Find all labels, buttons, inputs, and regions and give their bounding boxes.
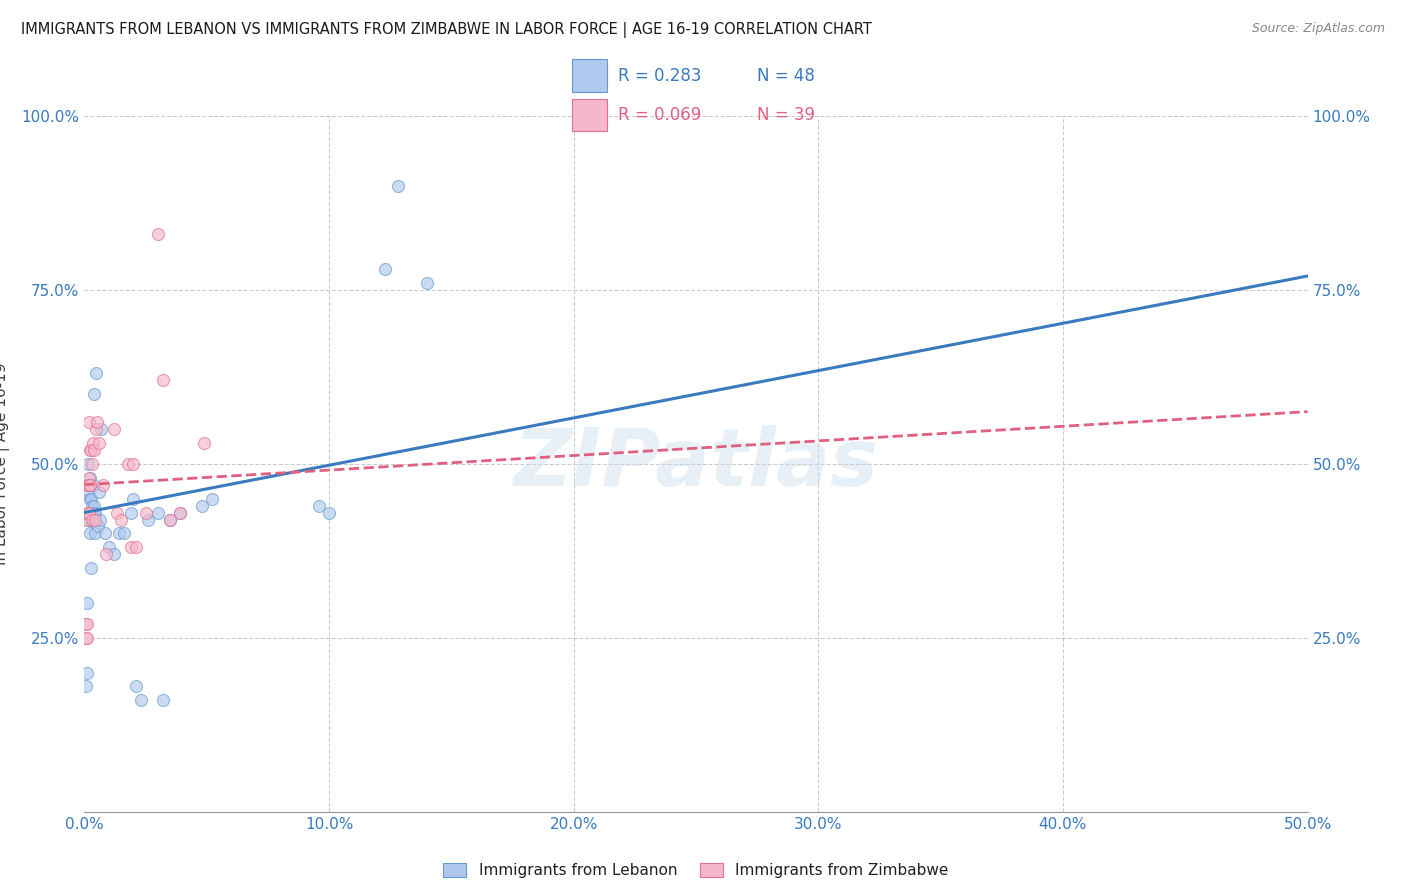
- Point: [200, 491, 222, 506]
- Text: N = 48: N = 48: [758, 67, 815, 85]
- Point: [122, 457, 145, 471]
- Point: [80, 442, 103, 457]
- Point: [75, 680, 97, 694]
- Point: [76, 477, 98, 491]
- Point: [103, 422, 125, 436]
- Text: N = 39: N = 39: [758, 106, 815, 124]
- Point: [87, 484, 110, 499]
- Point: [79, 506, 101, 520]
- Point: [159, 512, 181, 526]
- Point: [107, 526, 129, 541]
- Point: [91, 477, 114, 491]
- Point: [79, 491, 101, 506]
- Point: [80, 512, 103, 526]
- Point: [77, 506, 100, 520]
- Point: [80, 491, 103, 506]
- Point: [387, 178, 409, 193]
- Point: [82, 436, 104, 450]
- Point: [76, 616, 98, 631]
- Point: [77, 512, 100, 526]
- Point: [77, 477, 100, 491]
- Point: [83, 526, 105, 541]
- Point: [76, 506, 98, 520]
- Point: [83, 442, 105, 457]
- Point: [152, 373, 174, 387]
- Legend: Immigrants from Lebanon, Immigrants from Zimbabwe: Immigrants from Lebanon, Immigrants from…: [437, 857, 955, 884]
- Point: [75, 631, 97, 645]
- Y-axis label: In Labor Force | Age 16-19: In Labor Force | Age 16-19: [0, 362, 10, 566]
- Point: [120, 541, 142, 555]
- Point: [77, 477, 100, 491]
- Point: [374, 262, 396, 277]
- Text: ZIPatlas: ZIPatlas: [513, 425, 879, 503]
- Point: [80, 561, 103, 575]
- Point: [120, 506, 142, 520]
- Point: [87, 436, 110, 450]
- Text: IMMIGRANTS FROM LEBANON VS IMMIGRANTS FROM ZIMBABWE IN LABOR FORCE | AGE 16-19 C: IMMIGRANTS FROM LEBANON VS IMMIGRANTS FR…: [21, 22, 872, 38]
- Point: [84, 367, 107, 381]
- Point: [77, 484, 100, 499]
- Text: Source: ZipAtlas.com: Source: ZipAtlas.com: [1251, 22, 1385, 36]
- Point: [83, 506, 105, 520]
- Point: [87, 519, 110, 533]
- Point: [125, 680, 148, 694]
- Point: [152, 693, 174, 707]
- Point: [76, 665, 98, 680]
- Point: [76, 631, 98, 645]
- Point: [86, 415, 108, 429]
- Point: [112, 526, 135, 541]
- Point: [79, 442, 101, 457]
- Point: [136, 512, 159, 526]
- Point: [105, 506, 128, 520]
- Point: [77, 415, 100, 429]
- Point: [96, 547, 118, 561]
- Point: [94, 526, 117, 541]
- Point: [80, 499, 103, 513]
- Point: [84, 512, 107, 526]
- Point: [122, 491, 145, 506]
- Point: [117, 457, 139, 471]
- Point: [79, 526, 101, 541]
- Text: R = 0.283: R = 0.283: [619, 67, 702, 85]
- Bar: [572, 99, 607, 131]
- Point: [82, 477, 104, 491]
- Point: [76, 596, 98, 610]
- Point: [110, 512, 132, 526]
- Point: [308, 499, 330, 513]
- Point: [79, 471, 101, 485]
- Point: [318, 506, 340, 520]
- Point: [75, 616, 97, 631]
- Point: [79, 477, 101, 491]
- Point: [159, 512, 181, 526]
- Point: [82, 457, 104, 471]
- Point: [77, 471, 100, 485]
- Point: [83, 387, 105, 401]
- Point: [84, 422, 107, 436]
- Point: [135, 506, 157, 520]
- Bar: [572, 60, 607, 92]
- Point: [75, 512, 97, 526]
- Point: [169, 506, 191, 520]
- Point: [83, 499, 105, 513]
- Point: [191, 499, 214, 513]
- Point: [77, 506, 100, 520]
- Point: [416, 276, 439, 290]
- Point: [77, 506, 100, 520]
- Point: [89, 512, 111, 526]
- Point: [146, 506, 169, 520]
- Point: [103, 547, 125, 561]
- Text: R = 0.069: R = 0.069: [619, 106, 702, 124]
- Point: [82, 506, 104, 520]
- Point: [169, 506, 191, 520]
- Point: [125, 541, 148, 555]
- Point: [97, 541, 120, 555]
- Point: [77, 457, 100, 471]
- Point: [90, 422, 112, 436]
- Point: [80, 512, 103, 526]
- Point: [129, 693, 152, 707]
- Point: [84, 506, 107, 520]
- Point: [146, 227, 169, 242]
- Point: [193, 436, 215, 450]
